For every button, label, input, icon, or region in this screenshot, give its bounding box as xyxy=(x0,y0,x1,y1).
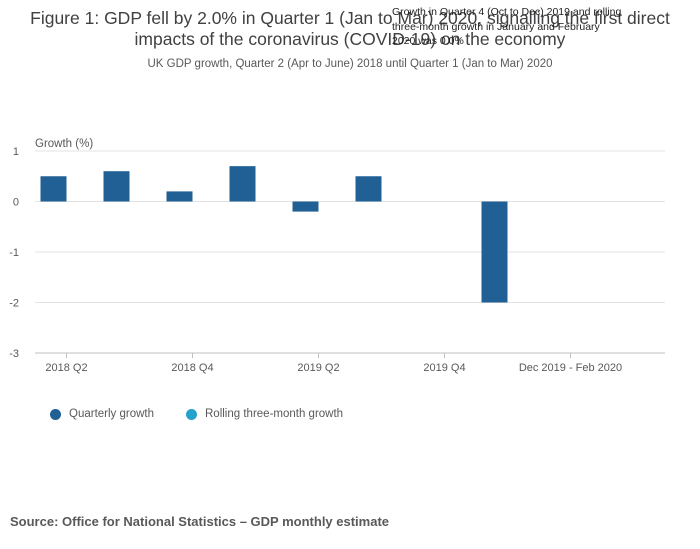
y-tick-label: 0 xyxy=(13,197,19,209)
gridlines xyxy=(35,150,665,303)
legend-dot-rolling-icon xyxy=(186,408,197,420)
gdp-growth-chart: Growth (%) 1 0 -1 -2 -3 2018 Q2 2018 Q4 2019 Q… xyxy=(9,138,665,374)
chart-title: Figure 1: GDP fell by 2.0% in Quarter 1 … xyxy=(30,8,670,49)
bar-2018-q4 xyxy=(166,191,193,202)
source-note: Source: Office for National Statistics –… xyxy=(10,514,390,529)
bar-2019-q1 xyxy=(229,166,256,202)
bar-jan-2020-mar-2020 xyxy=(481,201,508,303)
y-axis-ticks: 1 0 -1 -2 -3 xyxy=(9,146,19,360)
legend-item-quarterly[interactable]: Quarterly growth xyxy=(50,408,154,420)
y-tick-label: -2 xyxy=(9,298,19,310)
x-tick-label: 2019 Q2 xyxy=(297,362,339,374)
legend-item-rolling[interactable]: Rolling three-month growth xyxy=(186,408,343,420)
y-tick-label: -3 xyxy=(9,348,19,360)
chart-subtitle: UK GDP growth, Quarter 2 (Apr to June) 2… xyxy=(147,58,553,70)
x-tick-label: 2019 Q4 xyxy=(423,362,465,374)
x-axis: 2018 Q2 2018 Q4 2019 Q2 2019 Q4 Dec 2019 - F… xyxy=(35,352,665,374)
bar-2019-q3 xyxy=(355,176,382,202)
legend-dot-quarterly-icon xyxy=(50,408,61,420)
bar-2018-q2 xyxy=(40,176,67,202)
y-axis-label: Growth (%) xyxy=(35,138,93,150)
bar-2019-q2 xyxy=(292,201,319,212)
bar-2018-q3 xyxy=(103,171,130,202)
legend-label-rolling: Rolling three-month growth xyxy=(205,408,344,420)
x-tick-label: 2018 Q2 xyxy=(45,362,87,374)
x-tick-label: 2018 Q4 xyxy=(171,362,213,374)
legend-label-quarterly: Quarterly growth xyxy=(69,408,155,420)
y-tick-label: -1 xyxy=(9,247,19,259)
y-tick-label: 1 xyxy=(13,146,19,158)
x-tick-label: Dec 2019 - Feb 2020 xyxy=(519,362,622,374)
chart-annotation: Growth in Quarter 4 (Oct to Dec) 2019 an… xyxy=(392,6,622,47)
bars xyxy=(40,166,508,303)
